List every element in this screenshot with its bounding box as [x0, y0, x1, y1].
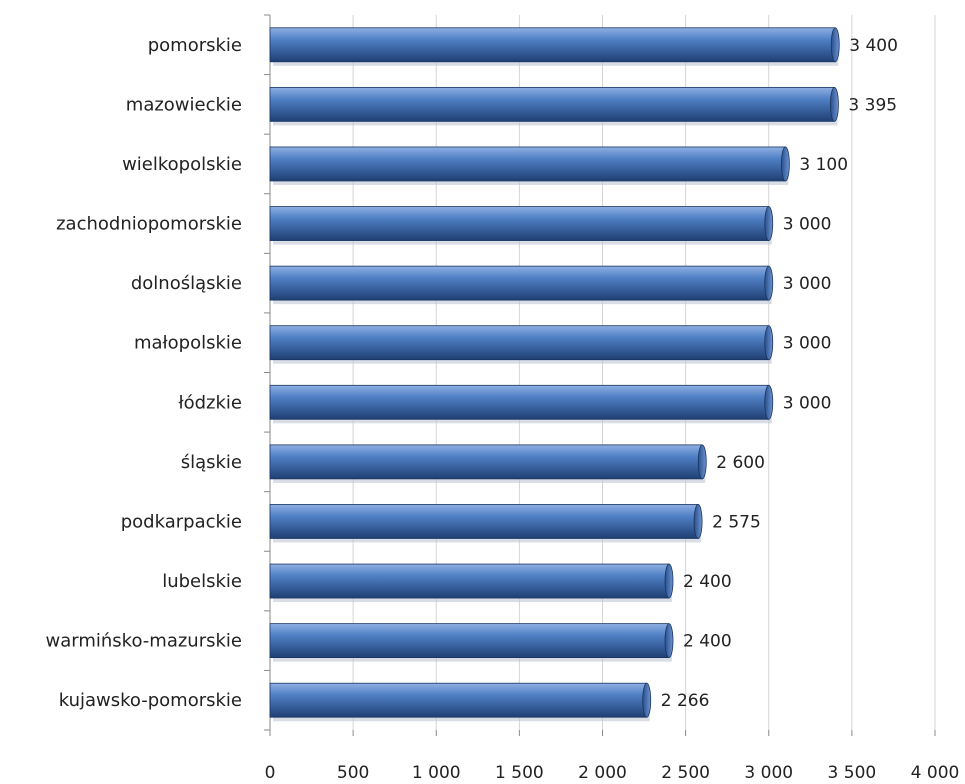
bar — [270, 445, 702, 479]
bar-end-cap — [831, 28, 839, 62]
bar — [270, 207, 769, 241]
value-label: 2 600 — [716, 453, 765, 473]
value-label: 3 400 — [849, 36, 898, 56]
bar — [270, 504, 698, 538]
category-label: małopolskie — [134, 333, 242, 354]
bar-end-cap — [665, 564, 673, 598]
bar-end-cap — [765, 326, 773, 360]
category-label: kujawsko-pomorskie — [59, 690, 242, 711]
category-label: warmińsko-mazurskie — [46, 631, 242, 652]
value-label: 2 266 — [661, 691, 710, 711]
x-tick-label: 1 500 — [495, 763, 544, 783]
value-label: 2 575 — [712, 512, 761, 532]
bar — [270, 147, 785, 181]
x-tick-label: 4 000 — [911, 763, 960, 783]
bar-end-cap — [694, 504, 702, 538]
bar — [270, 326, 769, 360]
bar — [270, 266, 769, 300]
x-tick-label: 2 000 — [578, 763, 627, 783]
value-label: 3 100 — [799, 155, 848, 175]
bar-end-cap — [765, 385, 773, 419]
category-label: wielkopolskie — [122, 154, 242, 175]
bar-end-cap — [665, 624, 673, 658]
x-tick-label: 1 000 — [412, 763, 461, 783]
bar — [270, 564, 669, 598]
x-tick-label: 3 500 — [828, 763, 877, 783]
x-tick-label: 500 — [337, 763, 369, 783]
category-label: łódzkie — [178, 392, 242, 413]
bar — [270, 683, 647, 717]
bar-end-cap — [781, 147, 789, 181]
value-label: 3 395 — [848, 95, 897, 115]
x-tick-label: 0 — [265, 763, 276, 783]
value-label: 2 400 — [683, 632, 732, 652]
bar — [270, 28, 835, 62]
bar-end-cap — [765, 266, 773, 300]
value-label: 3 000 — [783, 393, 832, 413]
category-label: zachodniopomorskie — [56, 214, 242, 235]
bars — [270, 28, 839, 721]
bar — [270, 87, 834, 121]
x-tick-label: 3 000 — [744, 763, 793, 783]
category-label: śląskie — [181, 452, 242, 473]
category-label: mazowieckie — [126, 94, 242, 115]
value-label: 3 000 — [783, 334, 832, 354]
category-label: dolnośląskie — [131, 273, 242, 294]
value-label: 3 000 — [783, 215, 832, 235]
bar — [270, 385, 769, 419]
bar-end-cap — [830, 87, 838, 121]
category-label: lubelskie — [162, 571, 242, 592]
bar-end-cap — [698, 445, 706, 479]
bar — [270, 624, 669, 658]
value-label: 2 400 — [683, 572, 732, 592]
category-label: podkarpackie — [121, 511, 242, 532]
value-label: 3 000 — [783, 274, 832, 294]
category-label: pomorskie — [148, 35, 242, 56]
bar-end-cap — [765, 207, 773, 241]
bar-end-cap — [643, 683, 651, 717]
x-tick-label: 2 500 — [661, 763, 710, 783]
